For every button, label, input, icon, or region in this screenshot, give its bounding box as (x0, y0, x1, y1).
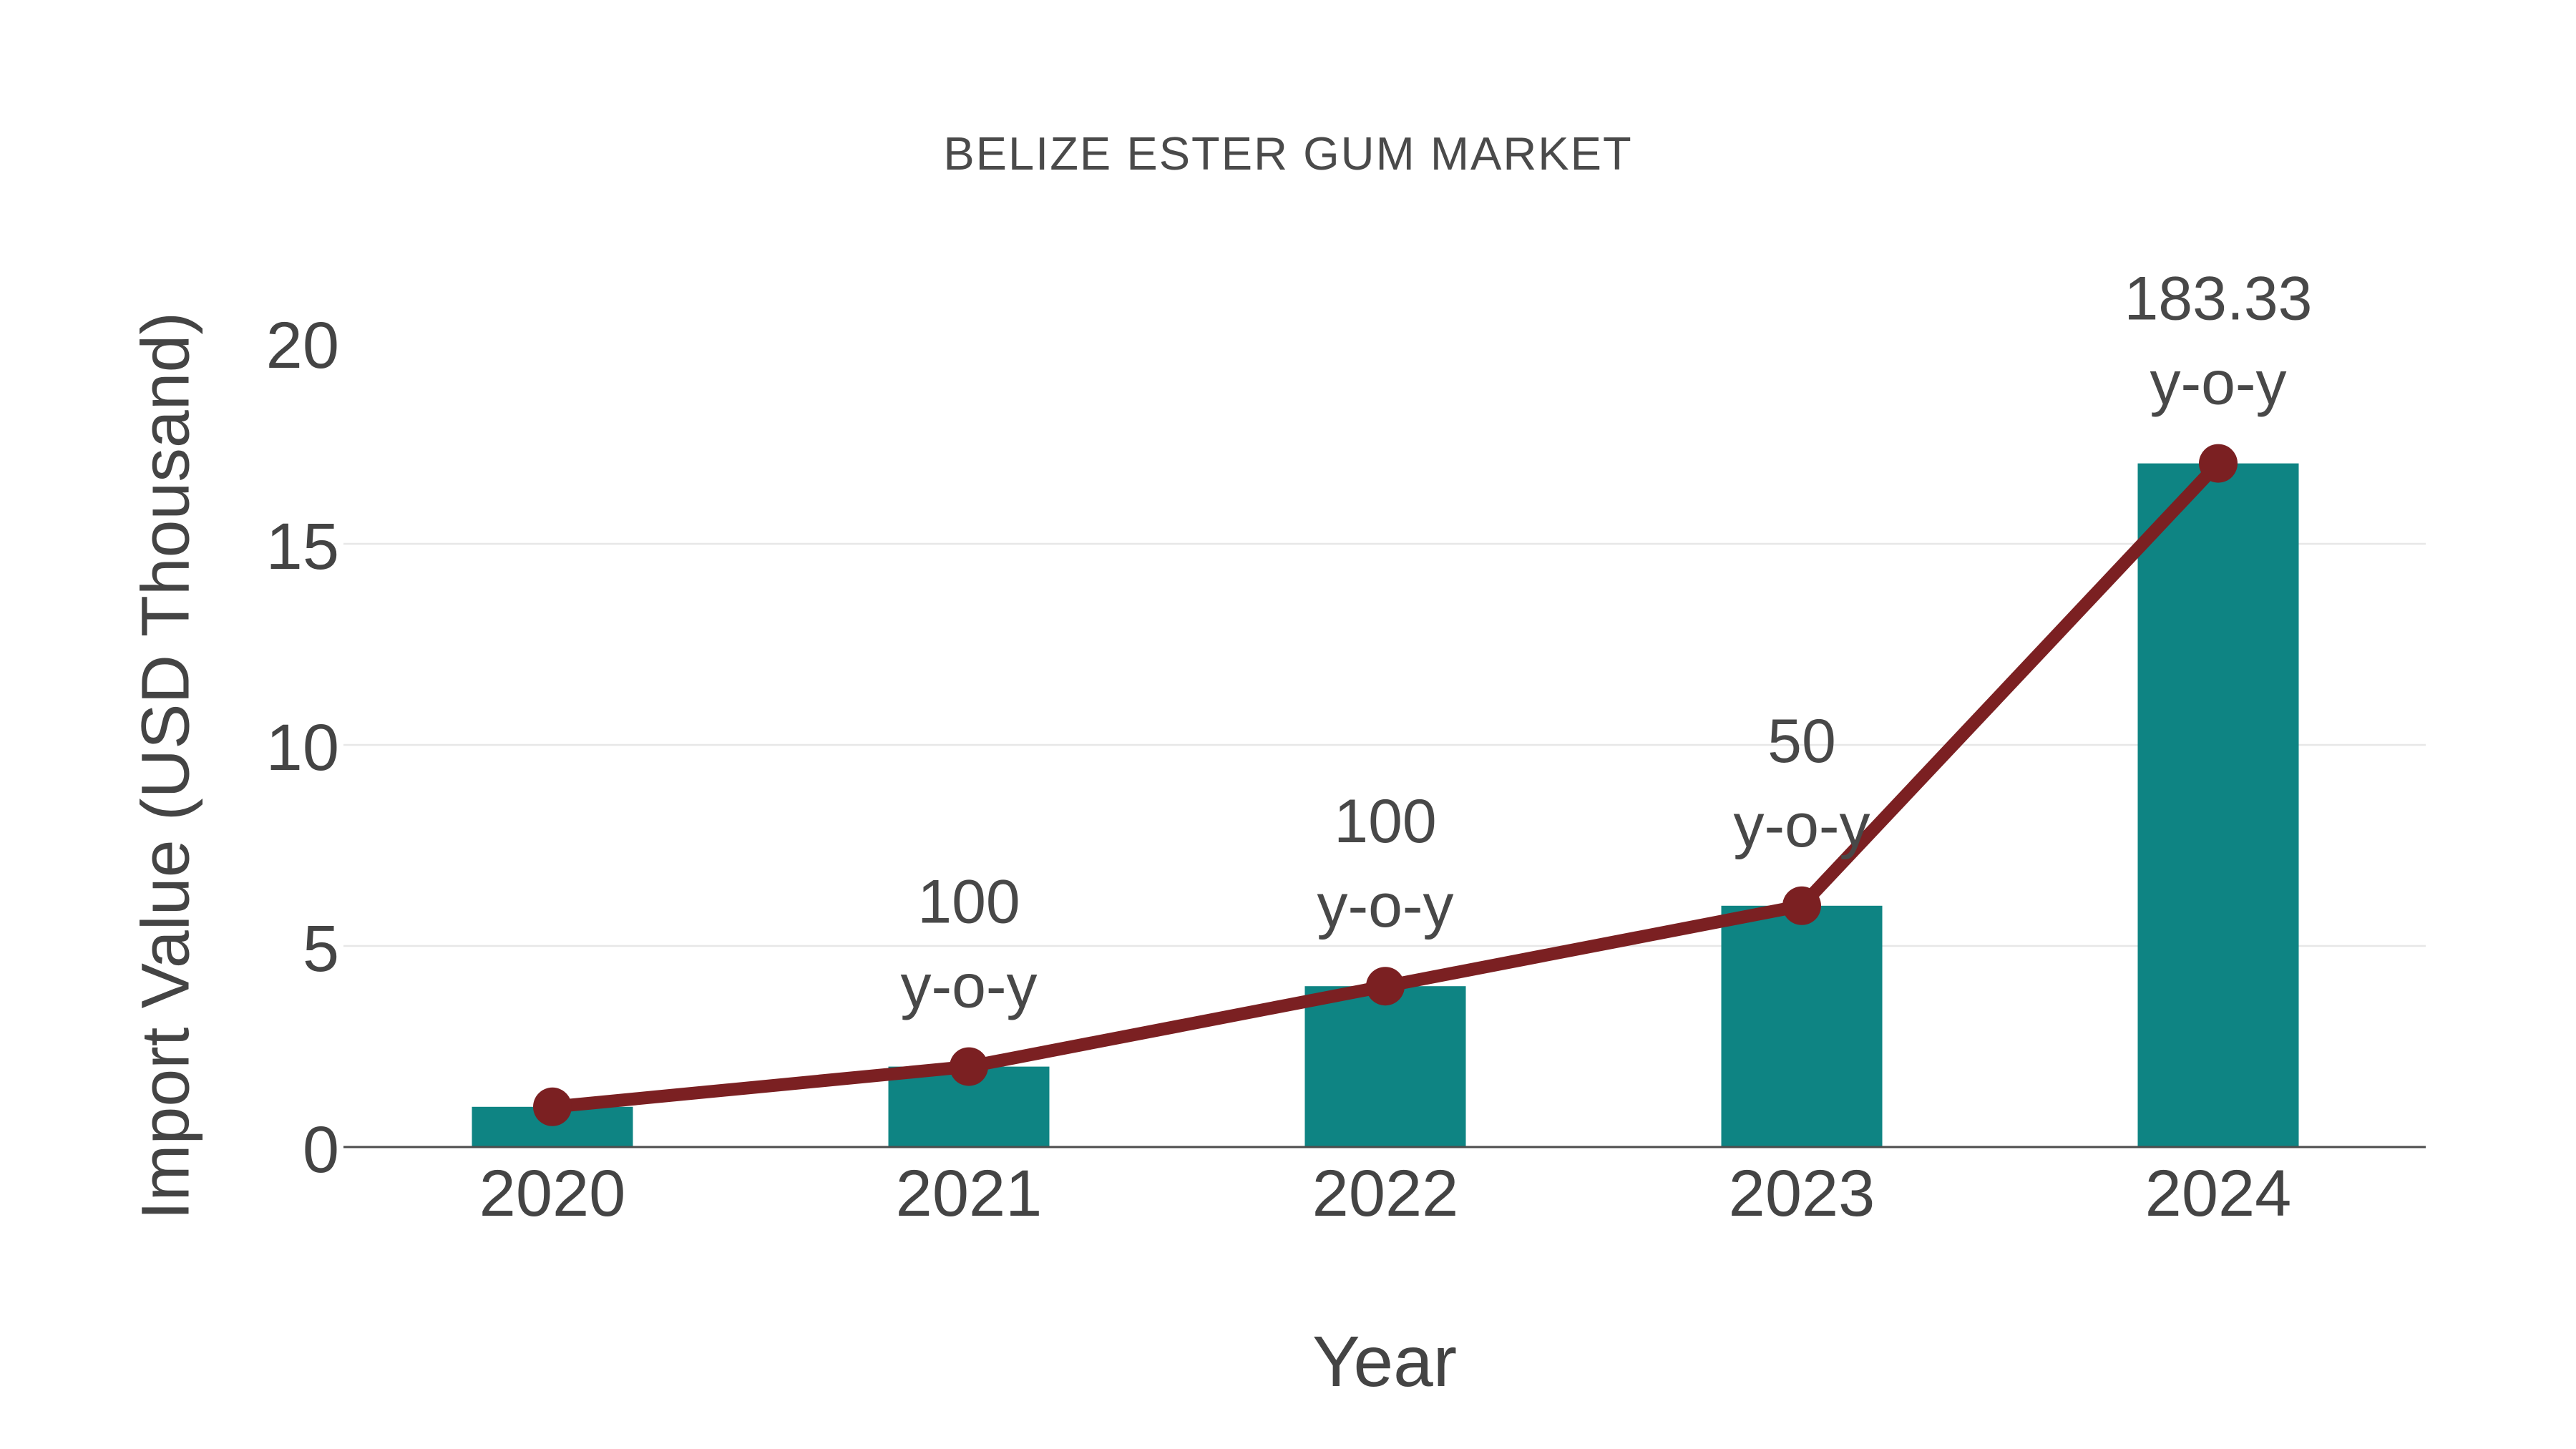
bar-2022 (1304, 986, 1466, 1147)
x-tick-label: 2023 (1729, 1157, 1875, 1230)
annotation-value: 50 (1767, 707, 1836, 776)
y-tick-label: 10 (266, 711, 339, 784)
annotation-value: 100 (917, 868, 1020, 937)
y-tick-label: 0 (303, 1113, 339, 1186)
annotation-unit: y-o-y (1733, 791, 1870, 860)
x-tick-label: 2020 (479, 1157, 626, 1230)
x-tick-label: 2021 (896, 1157, 1043, 1230)
y-tick-label: 20 (266, 309, 339, 382)
marker-2022 (1366, 967, 1405, 1006)
y-tick-label: 5 (303, 912, 339, 985)
x-tick-label: 2024 (2145, 1157, 2292, 1230)
x-axis-title: Year (1312, 1322, 1458, 1402)
annotation-value: 183.33 (2124, 265, 2312, 333)
chart-title: BELIZE ESTER GUM MARKET (943, 127, 1633, 180)
marker-2024 (2199, 444, 2238, 483)
annotation-value: 100 (1334, 787, 1437, 856)
y-tick-label: 15 (266, 510, 339, 583)
x-tick-label: 2022 (1312, 1157, 1459, 1230)
bar-2023 (1721, 905, 1883, 1147)
bar-2024 (2137, 463, 2299, 1147)
marker-2023 (1782, 886, 1821, 925)
marker-2020 (533, 1087, 572, 1126)
marker-2021 (950, 1047, 988, 1086)
annotation-unit: y-o-y (900, 952, 1037, 1021)
annotation-unit: y-o-y (2150, 349, 2286, 418)
annotation-unit: y-o-y (1317, 872, 1453, 940)
